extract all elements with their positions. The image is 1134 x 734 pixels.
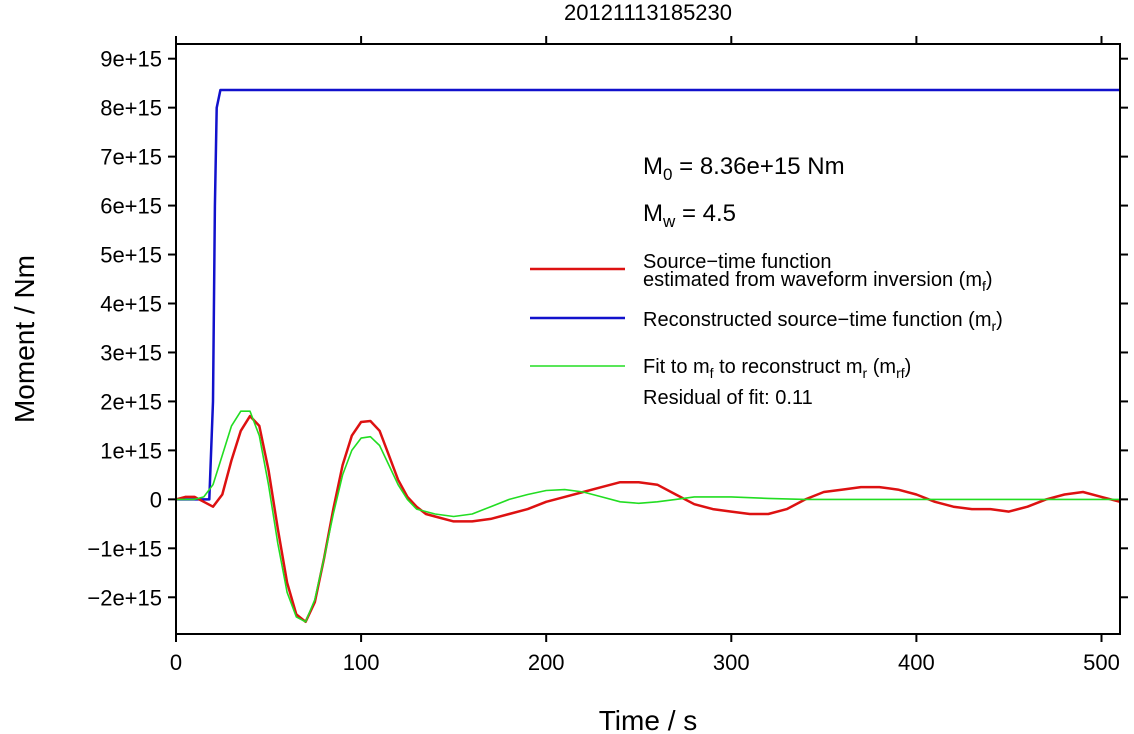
- y-tick-label: 1e+15: [100, 438, 162, 463]
- x-axis-title: Time / s: [599, 705, 698, 734]
- x-tick-label: 200: [528, 650, 565, 675]
- x-tick-label: 100: [343, 650, 380, 675]
- mw-subscript: w: [662, 212, 676, 231]
- y-tick-label: 9e+15: [100, 47, 162, 72]
- legend-label-reconstructed: Reconstructed source−time function (mr): [643, 309, 1003, 334]
- legend-fit-text2: to reconstruct m: [714, 356, 863, 378]
- legend-stf-sub: f: [982, 278, 986, 294]
- y-axis-title: Moment / Nm: [9, 255, 40, 423]
- series-line-fit: [176, 410, 1120, 623]
- residual-annotation: Residual of fit: 0.11: [643, 387, 813, 409]
- legend-label-fit: Fit to mf to reconstruct mr (mrf): [643, 356, 911, 381]
- m0-annotation: M0 = 8.36e+15 Nm: [643, 153, 845, 184]
- legend-fit-sub1: f: [710, 365, 714, 381]
- legend-fit-text3: (m: [867, 356, 896, 378]
- chart-title: 20121113185230: [564, 0, 732, 25]
- x-tick-label: 500: [1083, 650, 1120, 675]
- series-line-stf: [176, 414, 1120, 624]
- legend-fit-text1: Fit to m: [643, 356, 710, 378]
- mw-annotation: Mw = 4.5: [643, 200, 736, 231]
- legend-stf-text: estimated from waveform inversion (m: [643, 269, 982, 291]
- series-layer: [176, 88, 1120, 624]
- legend: Source−time function estimated from wave…: [530, 251, 1003, 409]
- legend-stf-end: ): [986, 269, 993, 291]
- legend-fit-sub2: r: [863, 365, 868, 381]
- x-tick-label: 400: [898, 650, 935, 675]
- plot-frame: [175, 43, 1121, 635]
- y-axis: −2e+15 −1e+15 0 1e+15 2e+15 3e+15 4e+15 5e+15 6e…: [87, 47, 1128, 610]
- y-tick-label: 4e+15: [100, 292, 162, 317]
- y-tick-label: 8e+15: [100, 96, 162, 121]
- series-line-reconstructed: [176, 88, 1120, 501]
- m0-value: = 8.36e+15 Nm: [672, 153, 844, 180]
- y-tick-label: 5e+15: [100, 243, 162, 268]
- y-tick-label: −1e+15: [87, 536, 162, 561]
- x-axis: 0 100 200 300 400 500: [170, 36, 1120, 675]
- mw-symbol: M: [643, 200, 663, 227]
- legend-label-stf-line2: estimated from waveform inversion (mf): [643, 269, 993, 294]
- legend-rec-text: Reconstructed source−time function (m: [643, 309, 992, 331]
- y-tick-label: 0: [150, 487, 162, 512]
- legend-fit-end: ): [905, 356, 912, 378]
- m0-subscript: 0: [663, 165, 672, 184]
- y-tick-label: 3e+15: [100, 340, 162, 365]
- legend-label-stf-line1: Source−time function: [643, 251, 831, 273]
- y-tick-label: 7e+15: [100, 145, 162, 170]
- legend-fit-sub3: rf: [896, 365, 905, 381]
- legend-rec-end: ): [996, 309, 1003, 331]
- legend-rec-sub: r: [992, 318, 997, 334]
- mw-value: = 4.5: [675, 200, 736, 227]
- y-tick-label: 6e+15: [100, 194, 162, 219]
- x-tick-label: 300: [713, 650, 750, 675]
- y-tick-label: −2e+15: [87, 585, 162, 610]
- y-tick-label: 2e+15: [100, 389, 162, 414]
- x-tick-label: 0: [170, 650, 182, 675]
- m0-symbol: M: [643, 153, 663, 180]
